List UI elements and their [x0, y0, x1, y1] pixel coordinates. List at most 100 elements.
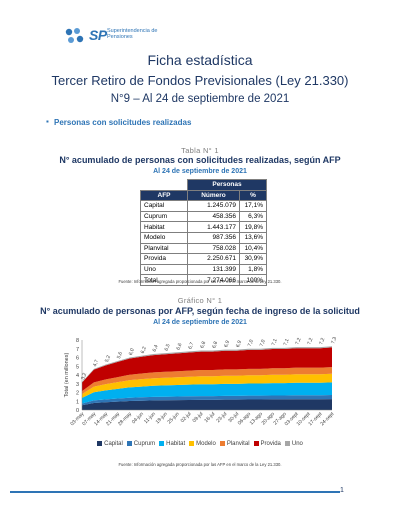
table-cell-numero: 987.356 — [187, 231, 240, 244]
data-label: 6,0 — [128, 347, 136, 356]
table-cell-numero: 1.245.079 — [187, 200, 240, 212]
y-tick-label: 5 — [76, 364, 79, 370]
logo-sp-text: SP — [89, 27, 107, 43]
figure-source: Fuente: Información agregada proporciona… — [118, 462, 282, 467]
table-cell-numero: 1.443.177 — [187, 221, 240, 233]
series-area-provida — [82, 347, 332, 392]
data-label: 6,4 — [152, 344, 160, 353]
data-label: 6,7 — [187, 341, 195, 350]
legend-swatch — [97, 441, 103, 446]
issue-date: N°9 – Al 24 de septiembre de 2021 — [110, 93, 290, 105]
legend-item: Habitat — [159, 441, 185, 447]
legend-label: Planvital — [226, 441, 250, 448]
data-label: 6,8 — [199, 340, 207, 349]
legend-item: Uno — [284, 441, 303, 448]
table-row: Capital 1.245.079 17,1% — [140, 200, 267, 212]
series-area-capital — [82, 399, 332, 410]
table-row: Habitat 1.443.177 19,8% — [140, 221, 267, 233]
series-area-planvital — [82, 367, 332, 395]
data-label: 7,2 — [318, 337, 326, 346]
table-cell-pct: 13,6% — [239, 231, 267, 244]
sp-logo-icon — [65, 28, 84, 43]
table-cell-pct: 30,9% — [239, 253, 267, 265]
logo-line-1: Superintendencia de — [107, 28, 158, 34]
table-cell-numero: 458.356 — [187, 210, 240, 223]
y-tick-label: 4 — [76, 373, 79, 379]
table-cell-afp: Uno — [140, 263, 188, 276]
table-group-header: Personas — [187, 179, 267, 191]
x-tick-label: 02-jul — [180, 411, 193, 424]
y-tick-label: 2 — [76, 391, 79, 397]
legend-item: Cuprum — [126, 441, 155, 447]
table-date: Al 24 de septiembre de 2021 — [153, 168, 247, 175]
y-tick-label: 8 — [76, 338, 79, 344]
logo-line-2: Pensiones — [107, 34, 133, 40]
legend-item: Modelo — [189, 441, 216, 447]
table-caption: Tabla N° 1 — [181, 146, 219, 155]
table-cell-pct: 10,4% — [239, 242, 267, 255]
data-label: 6,5 — [164, 343, 172, 352]
legend-label: Capital — [104, 441, 123, 448]
section-heading: Personas con solicitudes realizadas — [54, 118, 192, 127]
x-tick-label: 28-may — [117, 411, 133, 427]
legend-label: Modelo — [196, 441, 216, 448]
chart-legend: Capital Cuprum Habitat Modelo Planvital Provi… — [0, 441, 400, 447]
x-tick-label: 11-jun — [143, 411, 157, 425]
series-area-cuprum — [82, 395, 332, 406]
data-label: 6,9 — [235, 340, 243, 349]
legend-label: Uno — [291, 441, 303, 448]
footer-rule — [10, 491, 340, 493]
x-tick-label: 09-jul — [192, 411, 205, 424]
y-axis-label: Total (en millones) — [64, 353, 70, 398]
table-cell-pct: 19,8% — [239, 221, 267, 233]
data-label: 7,1 — [271, 338, 279, 347]
legend-swatch — [284, 441, 290, 446]
table-cell-afp: Planvital — [140, 242, 188, 255]
data-label: 7,0 — [259, 339, 267, 348]
data-label: 7,0 — [247, 339, 255, 348]
table-row: Modelo 987.356 13,6% — [140, 231, 267, 244]
table-cell-afp: Modelo — [140, 231, 188, 244]
y-tick-label: 7 — [76, 347, 79, 353]
table-row: Planvital 758.028 10,4% — [140, 242, 267, 255]
data-label: 7,3 — [330, 336, 338, 345]
y-tick-label: 6 — [76, 356, 79, 362]
legend-label: Provida — [260, 441, 281, 448]
y-tick-label: 0 — [76, 408, 79, 414]
figure-title: N° acumulado de personas por AFP, según … — [40, 306, 360, 316]
data-label: 3,2 — [80, 372, 88, 381]
bullet-icon: ▪ — [46, 117, 49, 126]
legend-swatch — [126, 441, 132, 446]
table-row: Uno 131.399 1,8% — [140, 263, 267, 276]
data-label: 7,1 — [283, 338, 291, 347]
table-cell-pct: 1,8% — [239, 263, 267, 276]
table-cell-pct: 17,1% — [239, 200, 267, 212]
data-label: 7,2 — [295, 337, 303, 346]
legend-swatch — [253, 441, 259, 446]
table-source: Fuente: Información agregada proporciona… — [118, 279, 282, 284]
table-cell-afp: Provida — [140, 253, 188, 265]
figure-caption: Gráfico N° 1 — [177, 296, 223, 305]
legend-item: Capital — [97, 441, 123, 447]
data-label: 6,8 — [211, 340, 219, 349]
table-row: Cuprum 458.356 6,3% — [140, 210, 267, 223]
legend-item: Planvital — [219, 441, 250, 448]
legend-label: Habitat — [166, 441, 186, 448]
figure-date: Al 24 de septiembre de 2021 — [153, 319, 247, 326]
table-row: Total 7.274.066 100% — [140, 274, 267, 286]
x-tick-label: 18-jun — [155, 411, 169, 425]
page-title: Ficha estadística — [147, 52, 253, 68]
table-cell-numero: 2.250.671 — [187, 253, 240, 265]
page-subtitle: Tercer Retiro de Fondos Previsionales (L… — [51, 73, 349, 88]
x-tick-label: 25-jun — [167, 411, 181, 425]
table-cell-afp: Capital — [140, 200, 188, 212]
data-label: 4,7 — [92, 359, 100, 368]
table-cell-pct: 100% — [239, 274, 267, 286]
series-area-modelo — [82, 373, 332, 398]
legend-item: Provida — [253, 441, 281, 448]
series-area-habitat — [82, 382, 332, 404]
x-tick-label: 04-jun — [131, 411, 145, 425]
data-label: 5,6 — [116, 351, 124, 360]
legend-swatch — [159, 441, 165, 446]
